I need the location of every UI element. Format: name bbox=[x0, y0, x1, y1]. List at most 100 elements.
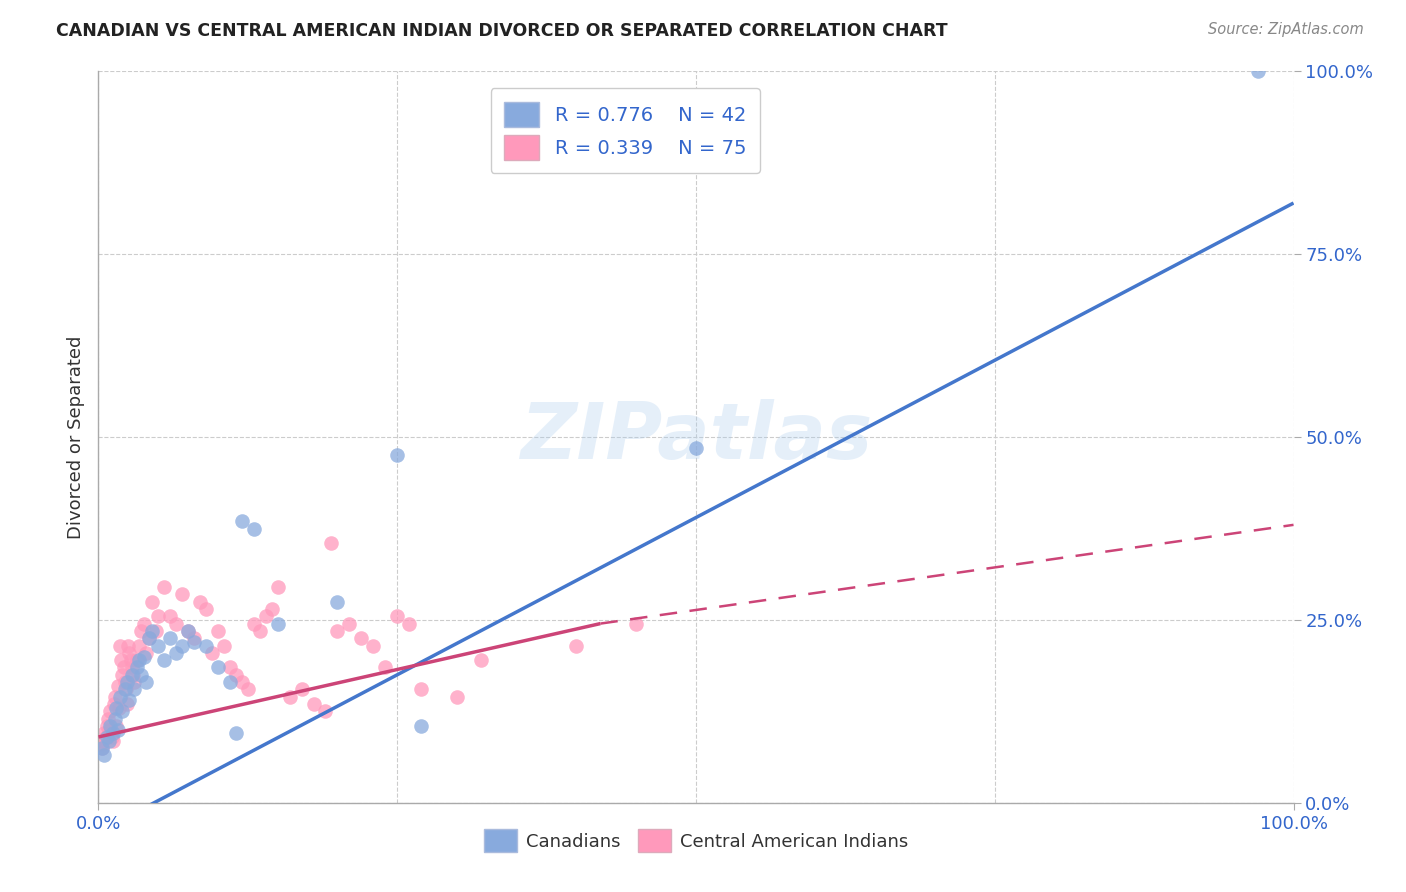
Point bbox=[363, 639, 385, 653]
Point bbox=[110, 653, 132, 667]
Point bbox=[148, 609, 170, 624]
Point bbox=[97, 712, 120, 726]
Point bbox=[302, 697, 325, 711]
Point bbox=[260, 602, 283, 616]
Point bbox=[111, 667, 134, 681]
Point bbox=[115, 697, 138, 711]
Point bbox=[321, 536, 343, 550]
Point bbox=[177, 624, 200, 638]
Point bbox=[98, 723, 121, 737]
Point bbox=[101, 726, 124, 740]
Point bbox=[267, 616, 290, 631]
Point bbox=[138, 632, 160, 646]
Point bbox=[1246, 64, 1268, 78]
Point bbox=[91, 740, 114, 755]
Point bbox=[128, 653, 150, 667]
Point bbox=[231, 675, 253, 690]
Point bbox=[153, 653, 176, 667]
Point bbox=[201, 646, 224, 660]
Point bbox=[326, 624, 349, 638]
Point bbox=[98, 705, 122, 719]
Point bbox=[98, 719, 122, 733]
Point bbox=[219, 660, 242, 674]
Point bbox=[132, 616, 155, 631]
Point bbox=[172, 639, 194, 653]
Point bbox=[135, 646, 157, 660]
Point bbox=[112, 660, 135, 674]
Point bbox=[122, 667, 145, 681]
Point bbox=[101, 733, 124, 747]
Point bbox=[125, 653, 148, 667]
Point bbox=[104, 690, 127, 704]
Point bbox=[108, 690, 131, 704]
Point bbox=[165, 616, 187, 631]
Point bbox=[337, 616, 360, 631]
Point bbox=[104, 712, 127, 726]
Point bbox=[172, 587, 194, 601]
Point bbox=[100, 730, 122, 744]
Point bbox=[90, 737, 112, 751]
Point bbox=[117, 639, 139, 653]
Point bbox=[165, 646, 187, 660]
Point bbox=[103, 697, 125, 711]
Y-axis label: Divorced or Separated: Divorced or Separated bbox=[66, 335, 84, 539]
Legend: Canadians, Central American Indians: Canadians, Central American Indians bbox=[477, 822, 915, 860]
Point bbox=[236, 682, 259, 697]
Point bbox=[159, 632, 181, 646]
Point bbox=[326, 594, 349, 608]
Point bbox=[624, 616, 647, 631]
Point bbox=[124, 682, 146, 697]
Point bbox=[148, 639, 170, 653]
Point bbox=[243, 521, 266, 535]
Point bbox=[183, 632, 205, 646]
Point bbox=[107, 723, 129, 737]
Point bbox=[183, 635, 205, 649]
Point bbox=[93, 726, 115, 740]
Point bbox=[565, 639, 588, 653]
Point bbox=[290, 682, 312, 697]
Point bbox=[254, 609, 277, 624]
Point bbox=[188, 594, 211, 608]
Text: ZIPatlas: ZIPatlas bbox=[520, 399, 872, 475]
Point bbox=[131, 667, 153, 681]
Point bbox=[93, 748, 115, 763]
Point bbox=[207, 624, 229, 638]
Point bbox=[267, 580, 290, 594]
Point bbox=[398, 616, 420, 631]
Point bbox=[446, 690, 468, 704]
Point bbox=[115, 682, 138, 697]
Point bbox=[315, 705, 337, 719]
Point bbox=[249, 624, 271, 638]
Point bbox=[225, 667, 247, 681]
Text: Source: ZipAtlas.com: Source: ZipAtlas.com bbox=[1208, 22, 1364, 37]
Point bbox=[94, 730, 117, 744]
Point bbox=[107, 700, 129, 714]
Point bbox=[115, 675, 138, 690]
Point bbox=[153, 580, 176, 594]
Point bbox=[96, 719, 118, 733]
Point bbox=[194, 639, 217, 653]
Point bbox=[118, 646, 141, 660]
Point bbox=[212, 639, 235, 653]
Point bbox=[385, 609, 409, 624]
Point bbox=[91, 733, 114, 747]
Point bbox=[98, 733, 121, 747]
Point bbox=[114, 675, 136, 690]
Point bbox=[411, 719, 433, 733]
Point bbox=[194, 602, 217, 616]
Point bbox=[374, 660, 396, 674]
Point bbox=[138, 632, 160, 646]
Point bbox=[108, 639, 131, 653]
Point bbox=[243, 616, 266, 631]
Point bbox=[121, 667, 143, 681]
Point bbox=[125, 660, 148, 674]
Point bbox=[219, 675, 242, 690]
Point bbox=[350, 632, 373, 646]
Point bbox=[118, 693, 141, 707]
Point bbox=[114, 682, 136, 697]
Point bbox=[91, 740, 114, 755]
Point bbox=[107, 679, 129, 693]
Point bbox=[141, 624, 163, 638]
Point bbox=[111, 705, 134, 719]
Point bbox=[121, 660, 143, 674]
